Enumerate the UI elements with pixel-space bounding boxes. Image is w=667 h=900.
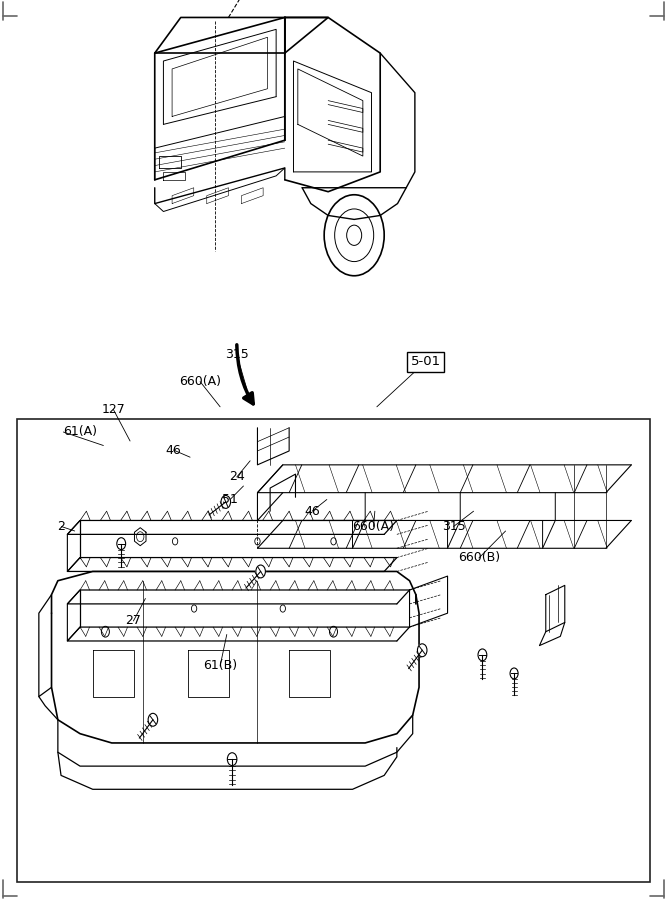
Text: 315: 315: [225, 348, 249, 361]
Text: 660(A): 660(A): [179, 375, 221, 388]
Bar: [17, 418, 650, 882]
Text: 46: 46: [165, 444, 181, 456]
Text: 46: 46: [304, 505, 320, 518]
Text: 127: 127: [101, 403, 125, 416]
Circle shape: [347, 225, 362, 246]
Text: 660(B): 660(B): [458, 552, 500, 564]
Circle shape: [148, 714, 157, 726]
Circle shape: [478, 649, 487, 661]
Circle shape: [221, 496, 231, 508]
Text: 61(A): 61(A): [63, 426, 97, 438]
Circle shape: [117, 537, 125, 550]
Text: 315: 315: [442, 520, 466, 533]
Circle shape: [418, 644, 427, 657]
Text: 51: 51: [222, 493, 238, 506]
Text: 24: 24: [229, 471, 245, 483]
Text: 27: 27: [125, 615, 141, 627]
Circle shape: [510, 668, 518, 679]
Text: 61(B): 61(B): [203, 660, 237, 672]
Text: 2: 2: [57, 520, 65, 533]
Text: 5-01: 5-01: [410, 356, 441, 368]
Circle shape: [256, 565, 265, 578]
Text: 660(A): 660(A): [353, 520, 394, 533]
Circle shape: [227, 752, 237, 766]
